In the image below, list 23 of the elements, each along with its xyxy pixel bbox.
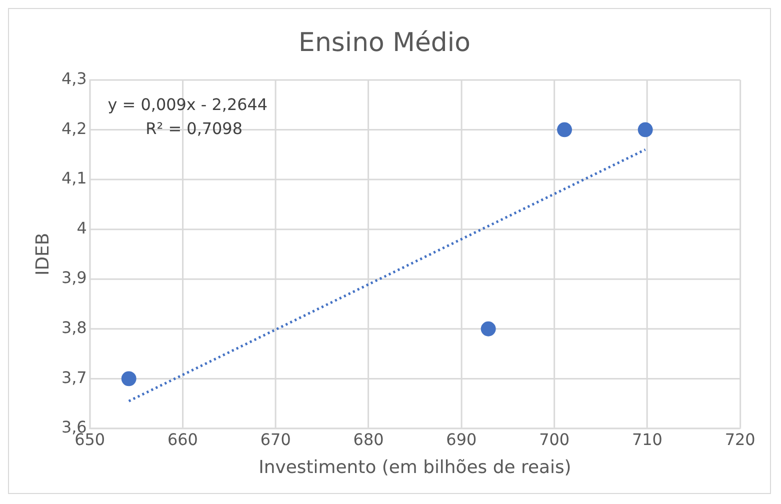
point [557, 122, 572, 138]
y-axis-title: IDEB [32, 232, 54, 276]
chart-title: Ensino Médio [298, 28, 470, 58]
x-tick-label: 710 [632, 430, 662, 450]
x-axis-title: Investimento (em bilhões de reais) [258, 456, 572, 478]
point [480, 321, 496, 336]
x-tick-label: 690 [446, 430, 477, 450]
annotation: y = 0,009x - 2,2644 [108, 94, 268, 114]
y-tick-label: 3,8 [61, 318, 87, 338]
y-tick-label: 4 [76, 218, 87, 238]
x-tick-label: 660 [168, 430, 198, 450]
y-tick-label: 3,9 [61, 268, 87, 288]
y-tick-label: 4,1 [61, 168, 87, 188]
y-tick-label: 3,7 [61, 368, 87, 387]
annotation: R² = 0,7098 [146, 118, 242, 138]
y-tick-label: 4,2 [61, 118, 87, 138]
point [121, 371, 136, 386]
point [638, 122, 653, 138]
x-tick-label: 700 [539, 430, 570, 450]
x-tick-label: 720 [724, 430, 756, 450]
x-tick-label: 680 [353, 430, 384, 450]
x-tick-label: 670 [260, 430, 291, 450]
y-tick-label: 4,3 [61, 69, 87, 88]
